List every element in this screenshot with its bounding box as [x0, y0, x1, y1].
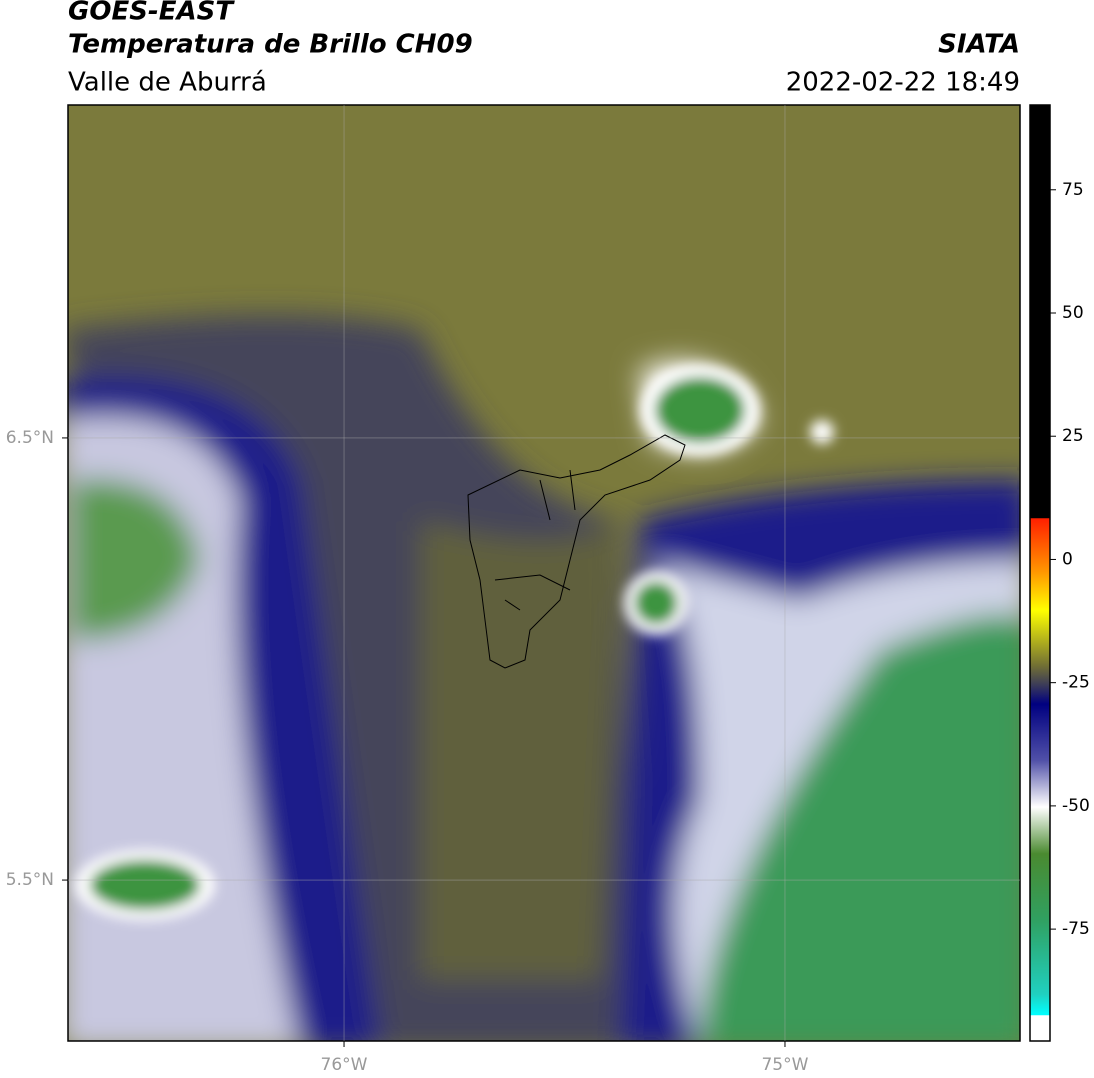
- source: SIATA: [938, 30, 1020, 60]
- datetime: 2022-02-22 18:49: [786, 68, 1020, 98]
- map-frame: [67, 104, 1021, 1042]
- municipal-boundaries: [467, 434, 686, 669]
- colorbar-tick-label: -50: [1062, 796, 1090, 816]
- colorbar-tick-label: -75: [1062, 919, 1090, 939]
- colorbar-tick-label: 0: [1062, 549, 1073, 569]
- x-tick-label: 76°W: [321, 1055, 368, 1075]
- satellite-image: [68, 105, 1020, 1041]
- colorbar-tick-label: -25: [1062, 673, 1090, 693]
- y-tick-label: 5.5°N: [6, 870, 54, 890]
- colorbar: [1029, 104, 1051, 1042]
- region: Valle de Aburrá: [68, 68, 267, 98]
- colorbar-tick-label: 50: [1062, 303, 1084, 323]
- x-tick-label: 75°W: [761, 1055, 808, 1075]
- colorbar-tick-label: 75: [1062, 180, 1084, 200]
- subtitle: Temperatura de Brillo CH09: [68, 30, 473, 60]
- colorbar-tick-label: 25: [1062, 426, 1084, 446]
- y-tick-label: 6.5°N: [6, 428, 54, 448]
- title: GOES-EAST: [68, 0, 235, 27]
